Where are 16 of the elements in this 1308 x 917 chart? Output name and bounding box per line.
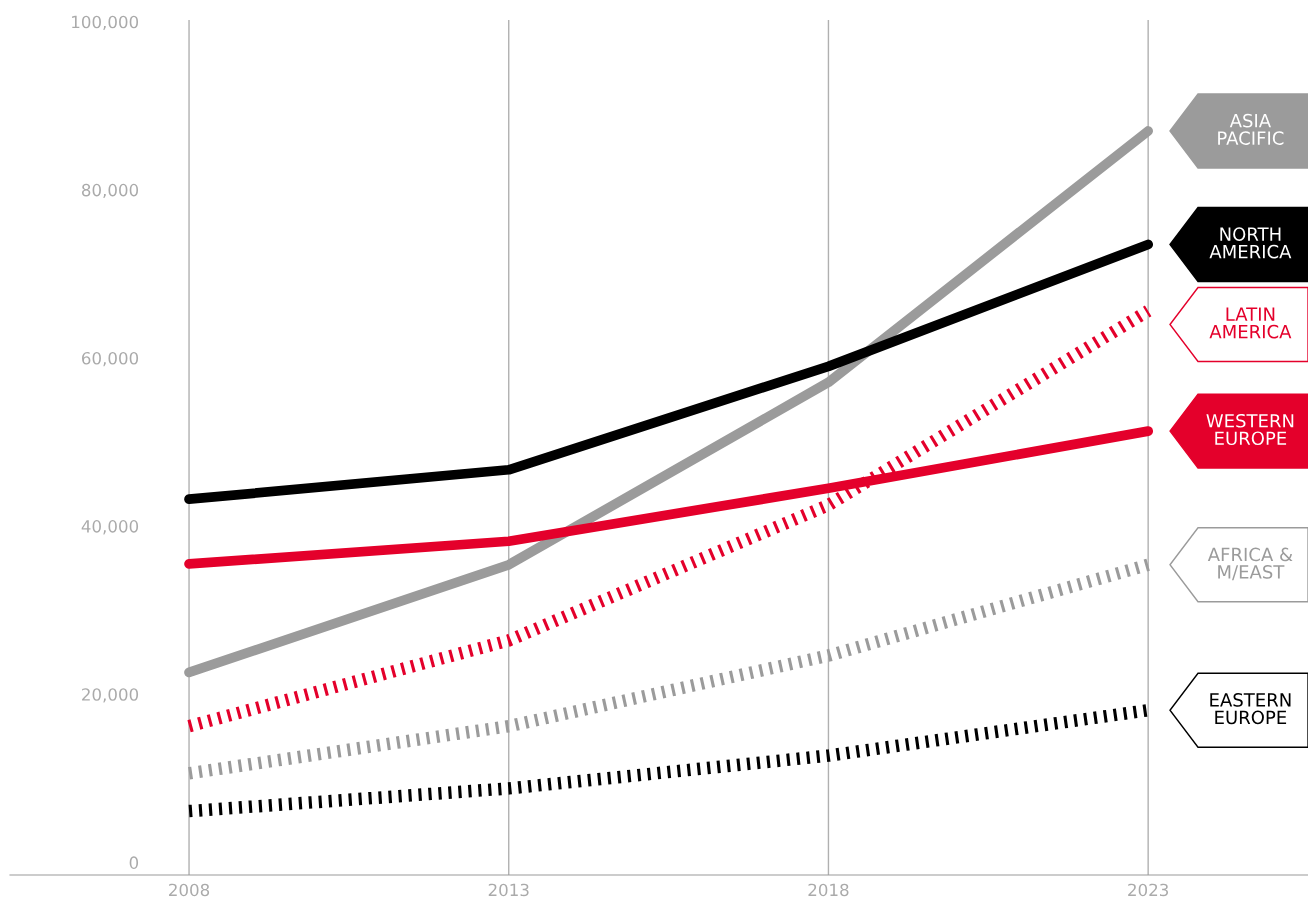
x-tick-label: 2023 [1128, 883, 1169, 897]
text: LATIN AMERICA [1209, 307, 1292, 339]
y-tick-label: 0 [129, 856, 139, 869]
text: NORTH AMERICA [1209, 227, 1292, 259]
y-tick-label: 20,000 [82, 688, 139, 703]
x-tick-label: 2013 [488, 883, 529, 897]
y-tick-label: 40,000 [81, 520, 139, 535]
y-tick-label: 80,000 [81, 183, 139, 199]
text: AFRICA & M/EAST [1207, 547, 1293, 581]
y-tick-label: 60,000 [82, 351, 139, 367]
x-tick-label: 2008 [169, 883, 210, 897]
y-tick-label: 100,000 [72, 15, 139, 30]
text: EASTERN EUROPE [1210, 693, 1291, 725]
text: WESTERN EUROPE [1206, 413, 1294, 446]
text: ASIA PACIFIC [1218, 113, 1284, 145]
x-tick-label: 2018 [808, 883, 849, 897]
